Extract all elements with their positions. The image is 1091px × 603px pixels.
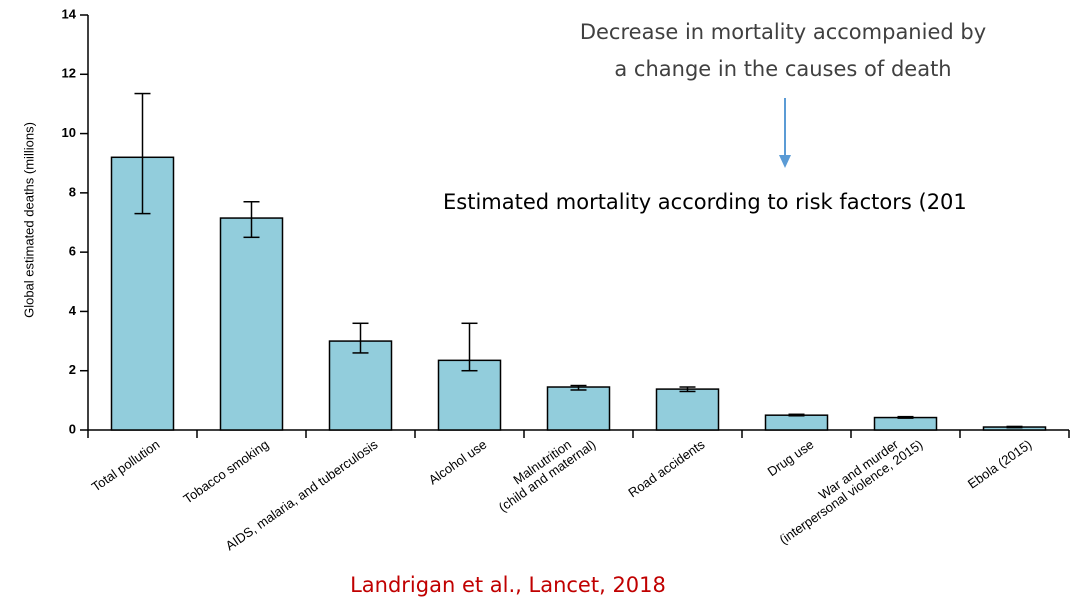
subtitle: Estimated mortality according to risk fa… xyxy=(443,190,967,214)
error-bar xyxy=(1006,425,1023,429)
error-bar xyxy=(788,413,805,417)
x-tick-label-line: Tobacco smoking xyxy=(181,437,272,507)
error-bar xyxy=(897,415,914,419)
error-bar xyxy=(461,322,478,372)
error-bar xyxy=(352,322,369,354)
bar xyxy=(219,217,284,431)
x-tick-label-line: Alcohol use xyxy=(426,437,490,488)
error-bar xyxy=(679,386,696,393)
y-tick-label: 0 xyxy=(69,421,76,436)
x-tick-label: Alcohol use xyxy=(426,437,490,488)
annotation: Decrease in mortality accompanied by xyxy=(580,20,986,44)
x-tick-label: War and murder(interpersonal violence, 2… xyxy=(769,426,926,548)
annotation: a change in the causes of death xyxy=(614,57,951,81)
bar xyxy=(437,359,502,431)
y-tick-label: 12 xyxy=(62,66,76,81)
x-tick-label: Malnutrition(child and maternal) xyxy=(488,426,599,516)
y-tick-label: 10 xyxy=(62,125,76,140)
bar xyxy=(328,340,393,431)
bar xyxy=(655,388,720,431)
x-tick-label-line: Road accidents xyxy=(626,437,708,501)
y-tick-label: 6 xyxy=(69,244,76,259)
error-bar xyxy=(134,92,151,215)
x-tick-label: Ebola (2015) xyxy=(965,437,1035,492)
x-tick-label: Tobacco smoking xyxy=(181,437,272,507)
error-bar xyxy=(570,384,587,391)
source: Landrigan et al., Lancet, 2018 xyxy=(350,573,666,597)
x-tick-label-line: Ebola (2015) xyxy=(965,437,1035,492)
x-tick-label-line: Total pollution xyxy=(89,437,163,495)
y-tick-label: 8 xyxy=(69,184,76,199)
y-tick-label: 4 xyxy=(69,303,77,318)
bar xyxy=(546,386,611,431)
bar xyxy=(110,156,175,431)
y-axis-label: Global estimated deaths (millions) xyxy=(21,122,36,318)
error-bar xyxy=(243,201,260,239)
x-tick-label: Drug use xyxy=(765,437,817,480)
x-tick-label-line: Drug use xyxy=(765,437,817,480)
y-tick-label: 2 xyxy=(69,362,76,377)
y-tick-label: 14 xyxy=(62,6,77,21)
bar xyxy=(764,414,829,431)
bar xyxy=(873,416,938,431)
x-tick-label: Total pollution xyxy=(89,437,163,495)
x-tick-label: Road accidents xyxy=(626,437,708,501)
arrow-head xyxy=(779,155,791,168)
